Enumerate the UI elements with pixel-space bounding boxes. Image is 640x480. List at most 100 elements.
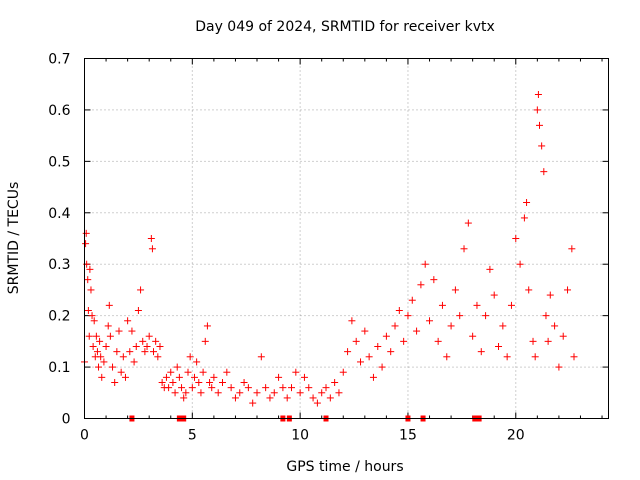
data-point	[89, 343, 97, 350]
data-point	[143, 343, 151, 350]
data-point	[154, 353, 162, 361]
data-point	[559, 332, 567, 340]
data-point	[82, 229, 90, 237]
data-point	[322, 384, 330, 392]
data-point	[137, 286, 145, 294]
data-point	[495, 343, 503, 350]
data-point	[152, 337, 160, 345]
y-tick-label: 0.2	[48, 309, 70, 325]
data-point	[128, 327, 136, 335]
data-point	[421, 260, 429, 268]
data-point	[169, 379, 177, 386]
data-point	[188, 384, 196, 392]
data-point	[499, 322, 507, 330]
data-point	[206, 379, 214, 386]
data-point	[456, 312, 464, 320]
data-point	[184, 368, 192, 376]
data-point	[451, 286, 459, 294]
data-point	[430, 276, 438, 284]
data-point	[357, 358, 365, 366]
y-tick-label: 0.1	[48, 360, 70, 376]
data-point	[182, 389, 190, 397]
data-point	[88, 312, 96, 320]
data-point	[102, 343, 110, 350]
data-point	[249, 399, 257, 407]
data-point	[141, 348, 149, 356]
data-point	[300, 373, 308, 381]
data-point	[119, 353, 127, 361]
data-point	[111, 379, 119, 386]
data-points	[81, 91, 578, 407]
data-point	[82, 240, 90, 248]
y-tick-label: 0.3	[48, 257, 70, 273]
data-point	[296, 389, 304, 397]
data-point	[570, 353, 578, 361]
data-point	[279, 384, 287, 392]
y-tick-label: 0.4	[48, 206, 70, 222]
data-point	[292, 368, 300, 376]
data-point	[529, 337, 537, 345]
data-point	[348, 317, 356, 325]
data-point	[244, 384, 252, 392]
data-point	[195, 379, 203, 386]
data-point	[147, 235, 155, 242]
data-point	[568, 245, 576, 253]
data-point	[520, 214, 528, 222]
data-point	[339, 368, 347, 376]
data-point	[253, 389, 261, 397]
y-tick-label: 0.5	[48, 154, 70, 170]
chart-title: Day 049 of 2024, SRMTID for receiver kvt…	[195, 19, 495, 35]
data-point	[236, 389, 244, 397]
x-tick-label: 5	[188, 428, 197, 444]
data-point	[533, 106, 541, 114]
data-point	[208, 384, 216, 392]
data-point	[197, 389, 205, 397]
data-point	[525, 286, 533, 294]
data-point	[408, 296, 416, 304]
data-point	[162, 373, 170, 381]
data-point	[156, 343, 164, 350]
data-point	[540, 168, 548, 176]
data-point	[186, 353, 194, 361]
data-point	[203, 322, 211, 330]
data-point	[387, 348, 395, 356]
x-tick-label: 15	[399, 428, 417, 444]
data-point	[309, 394, 317, 402]
data-point	[240, 379, 248, 386]
data-point	[105, 301, 113, 309]
data-point	[126, 348, 134, 356]
data-point	[95, 363, 103, 371]
data-point	[117, 368, 125, 376]
data-point	[516, 260, 524, 268]
data-point	[507, 301, 515, 309]
data-point	[443, 353, 451, 361]
data-point	[542, 312, 550, 320]
data-point	[512, 235, 520, 242]
data-point	[313, 399, 321, 407]
data-point	[365, 353, 373, 361]
data-point	[335, 389, 343, 397]
data-point	[109, 363, 117, 371]
data-point	[447, 322, 455, 330]
data-point	[546, 291, 554, 299]
data-point	[84, 276, 92, 284]
data-point	[486, 265, 494, 273]
data-point	[130, 358, 138, 366]
data-point	[106, 332, 114, 340]
data-point	[391, 322, 399, 330]
data-point	[139, 337, 147, 345]
data-point	[85, 332, 93, 340]
data-point	[352, 337, 360, 345]
data-point	[503, 353, 511, 361]
grid	[84, 58, 609, 419]
data-point	[86, 265, 94, 273]
x-axis-label: GPS time / hours	[286, 459, 403, 475]
x-tick-label: 20	[507, 428, 525, 444]
axis-ticks	[84, 58, 609, 419]
data-point	[171, 389, 179, 397]
data-point	[214, 389, 222, 397]
data-point	[124, 317, 132, 325]
data-point	[378, 363, 386, 371]
x-tick-label: 10	[291, 428, 309, 444]
